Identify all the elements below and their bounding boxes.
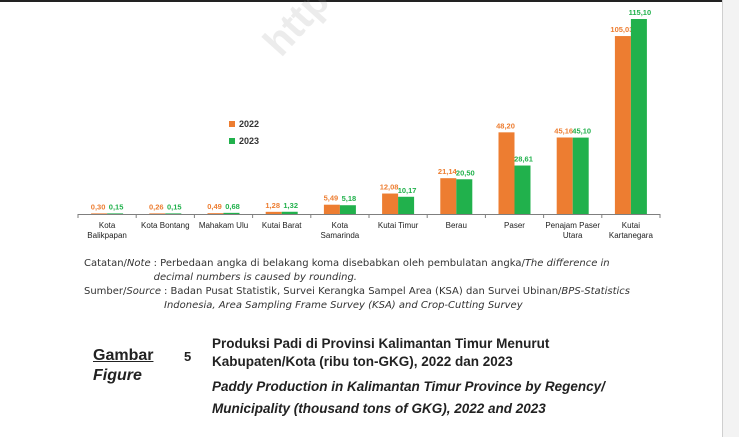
page-top-border (0, 0, 722, 2)
source-text-en: BPS-Statistics Indonesia, Area Sampling … (164, 286, 630, 311)
chart-notes: Catatan/Note : Perbedaan angka di belaka… (84, 257, 644, 313)
figure-number: 5 (184, 349, 192, 364)
data-label-2022-2: 0,49 (207, 202, 222, 211)
bar-2023-1 (165, 213, 182, 214)
bar-2022-2 (207, 213, 224, 214)
bar-2022-1 (149, 213, 166, 214)
data-label-2023-2: 0,68 (225, 202, 240, 211)
bar-2023-4 (339, 205, 356, 214)
data-label-2022-8: 45,16 (554, 126, 573, 135)
bar-2023-5 (398, 196, 415, 214)
bar-chart: 0,30 0,15 0,26 0,15 0,49 0,68 1,28 1,325,49 5,18… (77, 8, 661, 240)
data-label-2022-5: 12,08 (380, 183, 399, 192)
x-axis-ticks (77, 214, 661, 218)
data-label-2023-5: 10,17 (398, 186, 417, 195)
legend-item-2022: 2022 (229, 115, 259, 132)
data-label-2023-8: 45,10 (572, 127, 591, 136)
legend-label-2023: 2023 (239, 135, 260, 146)
bar-2022-9 (614, 36, 631, 215)
note-label-id: Catatan/ (84, 258, 127, 269)
data-label-2023-0: 0,15 (109, 202, 124, 211)
legend-swatch-2022 (229, 120, 235, 127)
page-edge-strip (722, 0, 739, 437)
source-label: Sumber/Source (84, 285, 161, 313)
bar-2023-7 (514, 165, 531, 214)
data-label-2022-0: 0,30 (91, 202, 106, 211)
bar-2023-8 (572, 137, 589, 214)
category-label-8: Penajam Paser Utara (545, 221, 600, 240)
legend-swatch-2023 (229, 137, 235, 144)
data-label-2022-6: 21,14 (438, 167, 458, 176)
data-label-2022-4: 5,49 (324, 194, 339, 203)
category-label-1: Kota Bontang (141, 221, 189, 230)
source-label-en: Source (126, 286, 161, 297)
bar-2023-3 (281, 211, 298, 214)
data-label-2023-4: 5,18 (342, 194, 357, 203)
bar-2022-3 (265, 211, 282, 214)
source-row: Sumber/Source : Badan Pusat Statistik, S… (84, 285, 644, 313)
bar-2022-8 (556, 137, 573, 214)
category-labels: Kota Balikpapan Kota Bontang Mahakam Ulu Kut… (87, 221, 653, 240)
bar-2022-0 (91, 213, 108, 214)
category-label-4: Kota Samarinda (321, 221, 360, 240)
bar-2023-2 (223, 212, 240, 214)
category-label-0: Kota Balikpapan (87, 221, 127, 240)
source-label-id: Sumber/ (84, 286, 127, 297)
data-label-2023-3: 1,32 (283, 201, 298, 210)
bars-layer: 0,30 0,15 0,26 0,15 0,49 0,68 1,28 1,325,49 5,18… (91, 8, 652, 215)
data-label-2023-7: 28,61 (514, 155, 533, 164)
bar-2022-6 (440, 178, 457, 214)
bar-2022-4 (323, 204, 340, 214)
legend-item-2023: 2023 (229, 132, 259, 149)
source-text-id: : Badan Pusat Statistik, Survei Kerangka… (164, 286, 562, 297)
legend-label-2022: 2022 (239, 118, 260, 129)
category-label-3: Kutai Barat (262, 221, 302, 230)
data-label-2023-1: 0,15 (167, 202, 182, 211)
data-label-2023-9: 115,10 (629, 8, 652, 17)
source-text: : Badan Pusat Statistik, Survei Kerangka… (164, 285, 644, 313)
note-text-en: The difference in decimal numbers is cau… (153, 258, 610, 283)
data-label-2022-7: 48,20 (496, 121, 515, 130)
note-text-id: : Perbedaan angka di belakang koma diseb… (153, 258, 525, 269)
data-label-2022-3: 1,28 (265, 201, 280, 210)
figure-label-en: Figure (93, 367, 142, 384)
data-label-2022-9: 105,03 (610, 25, 633, 34)
data-label-2023-6: 20,50 (456, 168, 475, 177)
chart-legend: 2022 2023 (229, 115, 259, 149)
category-label-6: Berau (446, 221, 467, 230)
data-label-2022-1: 0,26 (149, 202, 164, 211)
bar-2023-0 (107, 213, 124, 214)
note-text: : Perbedaan angka di belakang koma diseb… (154, 257, 644, 285)
note-label: Catatan/Note (84, 257, 151, 285)
category-label-5: Kutai Timur (378, 221, 419, 230)
category-label-2: Mahakam Ulu (199, 221, 248, 230)
bar-2023-6 (456, 179, 473, 214)
note-label-en: Note (126, 258, 151, 269)
figure-title-en: Paddy Production in Kalimantan Timur Pro… (212, 379, 605, 416)
bar-2022-7 (498, 132, 515, 214)
figure-title-id: Produksi Padi di Provinsi Kalimantan Tim… (212, 336, 550, 369)
note-row: Catatan/Note : Perbedaan angka di belaka… (84, 257, 644, 285)
category-label-9: Kutai Kartanegara (609, 221, 654, 240)
figure-label-id: Gambar (93, 347, 154, 364)
category-label-7: Paser (504, 221, 525, 230)
bar-2023-9 (630, 19, 647, 214)
bar-2022-5 (382, 193, 399, 214)
